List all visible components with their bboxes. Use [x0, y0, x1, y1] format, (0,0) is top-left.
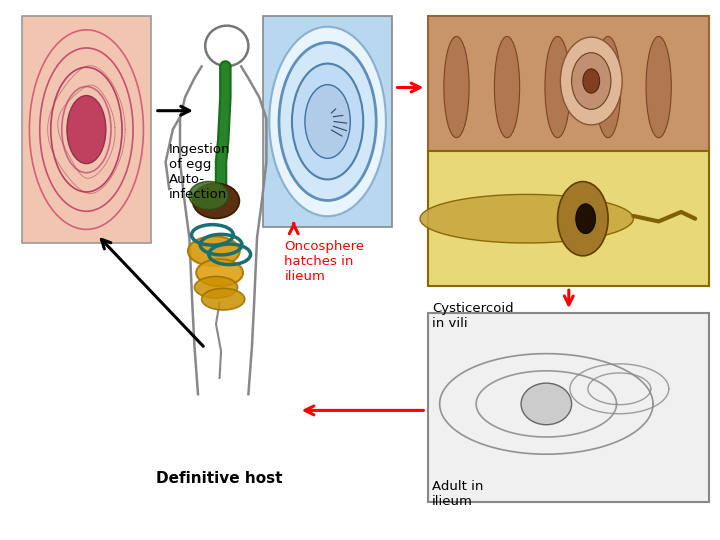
Text: Ingestion
of egg
Auto-
infection: Ingestion of egg Auto- infection: [169, 143, 230, 201]
Text: Oncosphere
hatches in
ilieum: Oncosphere hatches in ilieum: [284, 240, 364, 284]
Ellipse shape: [292, 64, 364, 179]
Ellipse shape: [202, 288, 245, 310]
Ellipse shape: [188, 236, 240, 266]
Ellipse shape: [646, 36, 671, 138]
Ellipse shape: [189, 181, 229, 210]
Ellipse shape: [444, 36, 469, 138]
Ellipse shape: [279, 43, 377, 200]
Text: Cysticercoid
in vili: Cysticercoid in vili: [432, 302, 513, 330]
Ellipse shape: [557, 181, 608, 256]
Ellipse shape: [595, 36, 621, 138]
Bar: [428, 16, 709, 151]
Ellipse shape: [521, 383, 572, 424]
Ellipse shape: [67, 96, 106, 164]
Polygon shape: [420, 194, 634, 243]
Ellipse shape: [269, 26, 386, 217]
Ellipse shape: [582, 69, 600, 93]
Bar: [428, 313, 709, 502]
Ellipse shape: [196, 259, 243, 286]
Ellipse shape: [572, 52, 611, 109]
Ellipse shape: [576, 204, 595, 233]
Ellipse shape: [305, 85, 351, 158]
Text: Adult in
ilieum: Adult in ilieum: [432, 480, 483, 508]
Ellipse shape: [545, 36, 570, 138]
Ellipse shape: [495, 36, 520, 138]
Ellipse shape: [194, 276, 238, 298]
Text: Definitive host: Definitive host: [156, 471, 283, 486]
Ellipse shape: [193, 183, 239, 218]
Bar: [22, 16, 151, 243]
Bar: [263, 16, 392, 227]
Bar: [428, 151, 709, 286]
Ellipse shape: [560, 37, 622, 125]
